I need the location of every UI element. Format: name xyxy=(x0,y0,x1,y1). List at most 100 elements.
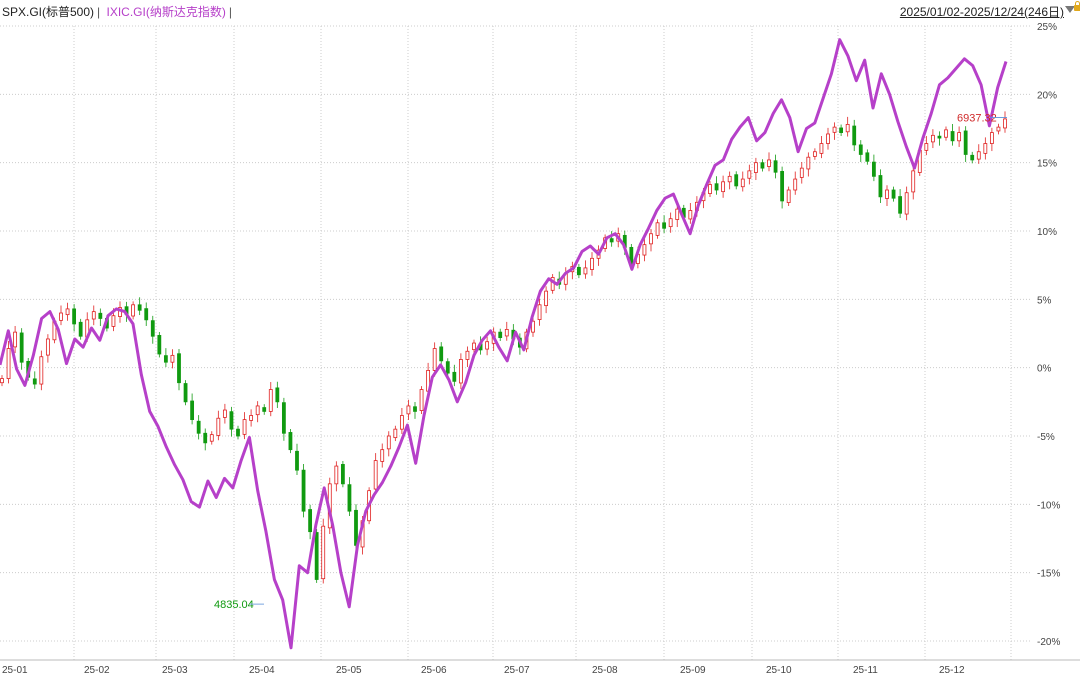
ixic-line-series xyxy=(0,38,1008,650)
candle-body xyxy=(930,134,935,143)
candle-body xyxy=(144,308,149,321)
candle-body xyxy=(576,266,581,276)
x-tick-label: 25-05 xyxy=(336,665,362,676)
candle-body xyxy=(170,354,175,363)
y-tick-label: 25% xyxy=(1037,22,1057,33)
candle-body xyxy=(668,218,673,228)
y-tick-label: -20% xyxy=(1037,637,1060,648)
candle-body xyxy=(281,402,286,434)
candle-body xyxy=(839,127,844,133)
candle-body xyxy=(177,353,181,384)
candle-body xyxy=(308,509,313,533)
candle-body xyxy=(13,331,18,348)
candle-body xyxy=(970,154,975,161)
candle-body xyxy=(740,178,745,188)
candle-body xyxy=(924,143,929,151)
candle-body xyxy=(288,432,293,451)
candle-body xyxy=(1003,118,1007,129)
x-tick-label: 25-10 xyxy=(766,665,792,676)
candle-body xyxy=(19,332,24,363)
candle-body xyxy=(950,131,955,142)
candle-body xyxy=(989,132,994,144)
low-price-label: 4835.04 xyxy=(214,599,254,611)
candle-body xyxy=(878,175,883,198)
candle-body xyxy=(183,383,188,403)
candle-body xyxy=(655,222,660,236)
x-tick-label: 25-01 xyxy=(2,665,28,676)
triangle-down-icon[interactable] xyxy=(1065,6,1075,13)
y-tick-label: 10% xyxy=(1037,227,1057,238)
candle-body xyxy=(944,129,948,138)
candle-body xyxy=(688,210,693,220)
candle-body xyxy=(996,126,1001,132)
candle-body xyxy=(295,450,299,471)
legend-ixic[interactable]: IXIC.GI(纳斯达克指数) xyxy=(106,5,226,19)
candle-body xyxy=(727,175,732,183)
candle-body xyxy=(203,432,208,444)
x-tick-label: 25-12 xyxy=(939,665,965,676)
candle-body xyxy=(871,161,876,177)
candle-body xyxy=(6,348,11,379)
candle-body xyxy=(858,144,863,155)
candle-body xyxy=(753,162,758,173)
candle-body xyxy=(465,350,470,360)
candle-body xyxy=(865,152,870,162)
candle-body xyxy=(150,320,155,337)
candle-body xyxy=(157,335,162,355)
candle-body xyxy=(911,170,916,193)
y-tick-label: 0% xyxy=(1037,364,1052,375)
candle-body xyxy=(891,189,896,199)
candle-body xyxy=(498,331,503,338)
candle-body xyxy=(393,428,398,439)
candle-body xyxy=(137,304,142,311)
candle-body xyxy=(983,143,988,154)
candle-body xyxy=(675,208,680,220)
candle-body xyxy=(747,170,752,179)
legend-spx[interactable]: SPX.GI(标普500) xyxy=(2,5,95,19)
candle-body xyxy=(760,162,765,169)
candle-body xyxy=(406,405,411,415)
lock-icon[interactable] xyxy=(1074,1,1080,11)
legend-separator: | xyxy=(228,5,232,19)
candle-body xyxy=(386,435,391,450)
chart-legend: SPX.GI(标普500) | IXIC.GI(纳斯达克指数) | xyxy=(2,3,235,20)
candle-body xyxy=(439,346,444,362)
candle-body xyxy=(321,525,326,580)
candle-body xyxy=(734,174,739,187)
last-price-label: 6937.32 xyxy=(957,113,997,125)
candle-body xyxy=(65,308,70,316)
x-tick-label: 25-04 xyxy=(249,665,275,676)
x-tick-label: 25-03 xyxy=(162,665,188,676)
candle-body xyxy=(242,419,247,435)
candle-body xyxy=(937,135,942,139)
candle-body xyxy=(832,126,837,133)
spx-candlestick-series xyxy=(0,111,1007,584)
candle-body xyxy=(963,130,968,155)
candle-body xyxy=(419,389,424,411)
candle-body xyxy=(544,290,549,307)
ixic-line xyxy=(0,38,1008,650)
candle-body xyxy=(780,171,785,202)
candle-body xyxy=(399,415,404,430)
legend-separator: | xyxy=(97,5,101,19)
candle-body xyxy=(196,420,201,434)
price-annotations: 4835.04 6937.32 xyxy=(214,113,1007,611)
candle-body xyxy=(91,311,96,320)
candle-body xyxy=(131,304,136,317)
candle-body xyxy=(845,124,850,133)
candle-body xyxy=(275,387,280,403)
candle-body xyxy=(301,469,306,512)
candle-body xyxy=(537,304,542,320)
candle-body xyxy=(347,484,352,512)
candle-body xyxy=(39,356,44,385)
date-range-selector[interactable]: 2025/01/02-2025/12/24(246日) xyxy=(899,5,1064,19)
candle-body xyxy=(190,400,195,421)
candle-body xyxy=(583,267,588,275)
candle-body xyxy=(452,371,457,382)
candle-body xyxy=(898,196,903,214)
candle-body xyxy=(714,183,719,191)
x-tick-label: 25-11 xyxy=(853,665,878,676)
candle-body xyxy=(373,460,378,490)
candle-body xyxy=(708,184,712,194)
candle-body xyxy=(609,238,614,243)
